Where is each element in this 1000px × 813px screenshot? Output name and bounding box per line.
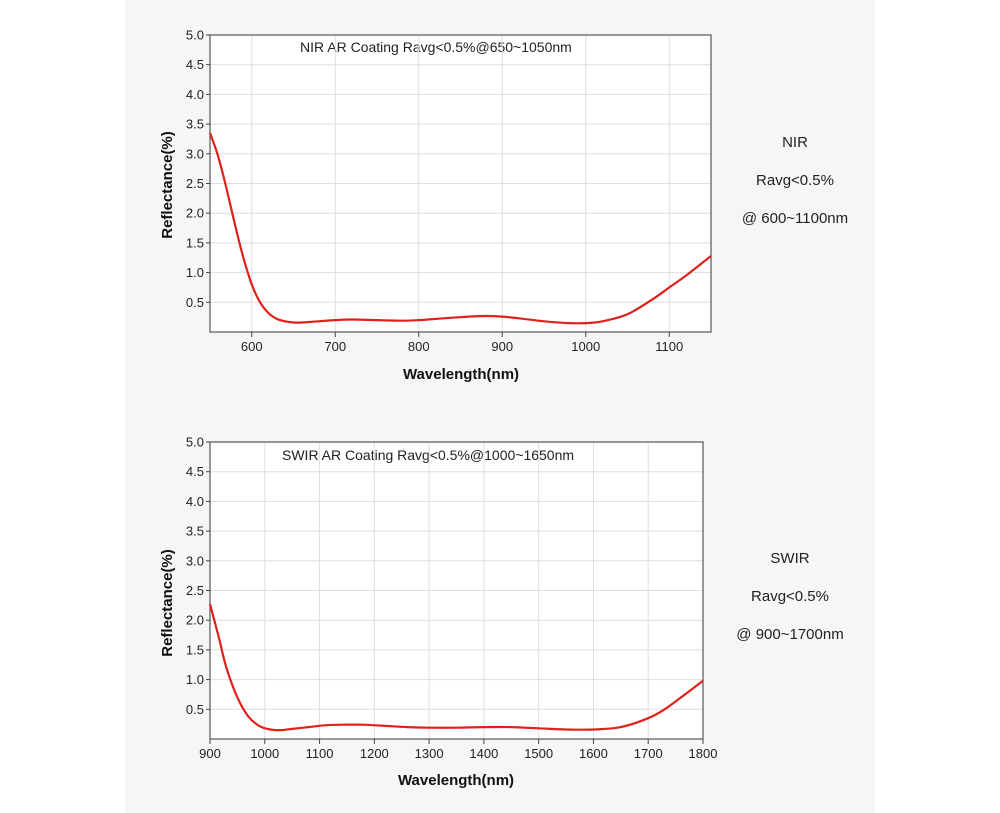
x-tick-label: 900 xyxy=(199,746,221,761)
y-tick-label: 5.0 xyxy=(186,28,204,43)
x-tick-label: 900 xyxy=(491,339,513,354)
y-tick-label: 3.5 xyxy=(186,117,204,132)
x-tick-label: 1000 xyxy=(250,746,279,761)
swir-side-note: SWIR Ravg<0.5% @ 900~1700nm xyxy=(710,540,870,654)
x-tick-label: 1200 xyxy=(360,746,389,761)
chart-title: NIR AR Coating Ravg<0.5%@650~1050nm xyxy=(300,39,572,55)
x-axis-label: Wavelength(nm) xyxy=(398,772,514,789)
side-note-band: NIR xyxy=(782,134,808,151)
x-tick-label: 1800 xyxy=(689,746,718,761)
reflectance-line xyxy=(208,132,712,325)
y-tick-label: 4.0 xyxy=(186,87,204,102)
y-tick-label: 1.5 xyxy=(186,642,204,657)
chart-title: SWIR AR Coating Ravg<0.5%@1000~1650nm xyxy=(282,447,574,463)
side-note-range: @ 600~1100nm xyxy=(741,210,849,227)
y-tick-label: 0.5 xyxy=(186,702,204,717)
y-tick-label: 1.5 xyxy=(186,235,204,250)
side-note-range: @ 900~1700nm xyxy=(736,626,844,643)
x-tick-label: 1100 xyxy=(306,746,334,761)
y-tick-label: 2.0 xyxy=(186,206,204,221)
x-axis-label: Wavelength(nm) xyxy=(403,366,519,383)
y-tick-label: 0.5 xyxy=(186,295,204,310)
y-tick-label: 4.0 xyxy=(186,494,204,509)
x-tick-label: 1600 xyxy=(579,746,608,761)
side-note-ravg: Ravg<0.5% xyxy=(751,588,829,605)
y-axis-label: Reflectance(%) xyxy=(159,131,176,239)
x-tick-label: 1100 xyxy=(655,339,683,354)
side-note-ravg: Ravg<0.5% xyxy=(756,172,834,189)
y-tick-label: 5.0 xyxy=(186,435,204,450)
x-tick-label: 1000 xyxy=(571,339,600,354)
x-tick-label: 1300 xyxy=(415,746,444,761)
x-tick-label: 600 xyxy=(241,339,263,354)
x-tick-label: 1400 xyxy=(469,746,498,761)
x-tick-label: 800 xyxy=(408,339,430,354)
reflectance-line xyxy=(208,603,704,732)
y-tick-label: 3.0 xyxy=(186,146,204,161)
x-tick-label: 700 xyxy=(324,339,346,354)
y-tick-label: 4.5 xyxy=(186,57,204,72)
y-tick-label: 2.0 xyxy=(186,613,204,628)
y-tick-label: 4.5 xyxy=(186,464,204,479)
x-tick-label: 1500 xyxy=(524,746,553,761)
y-tick-label: 3.5 xyxy=(186,524,204,539)
y-tick-label: 2.5 xyxy=(186,583,204,598)
y-tick-label: 2.5 xyxy=(186,176,204,191)
y-tick-label: 1.0 xyxy=(186,265,204,280)
nir-side-note: NIR Ravg<0.5% @ 600~1100nm xyxy=(715,124,875,238)
y-axis-label: Reflectance(%) xyxy=(159,549,176,657)
y-tick-label: 3.0 xyxy=(186,553,204,568)
x-tick-label: 1700 xyxy=(634,746,663,761)
nir-reflectance-chart: NIR AR Coating Ravg<0.5%@650~1050nm Wave… xyxy=(159,28,712,383)
y-tick-label: 1.0 xyxy=(186,672,204,687)
side-note-band: SWIR xyxy=(770,550,810,567)
